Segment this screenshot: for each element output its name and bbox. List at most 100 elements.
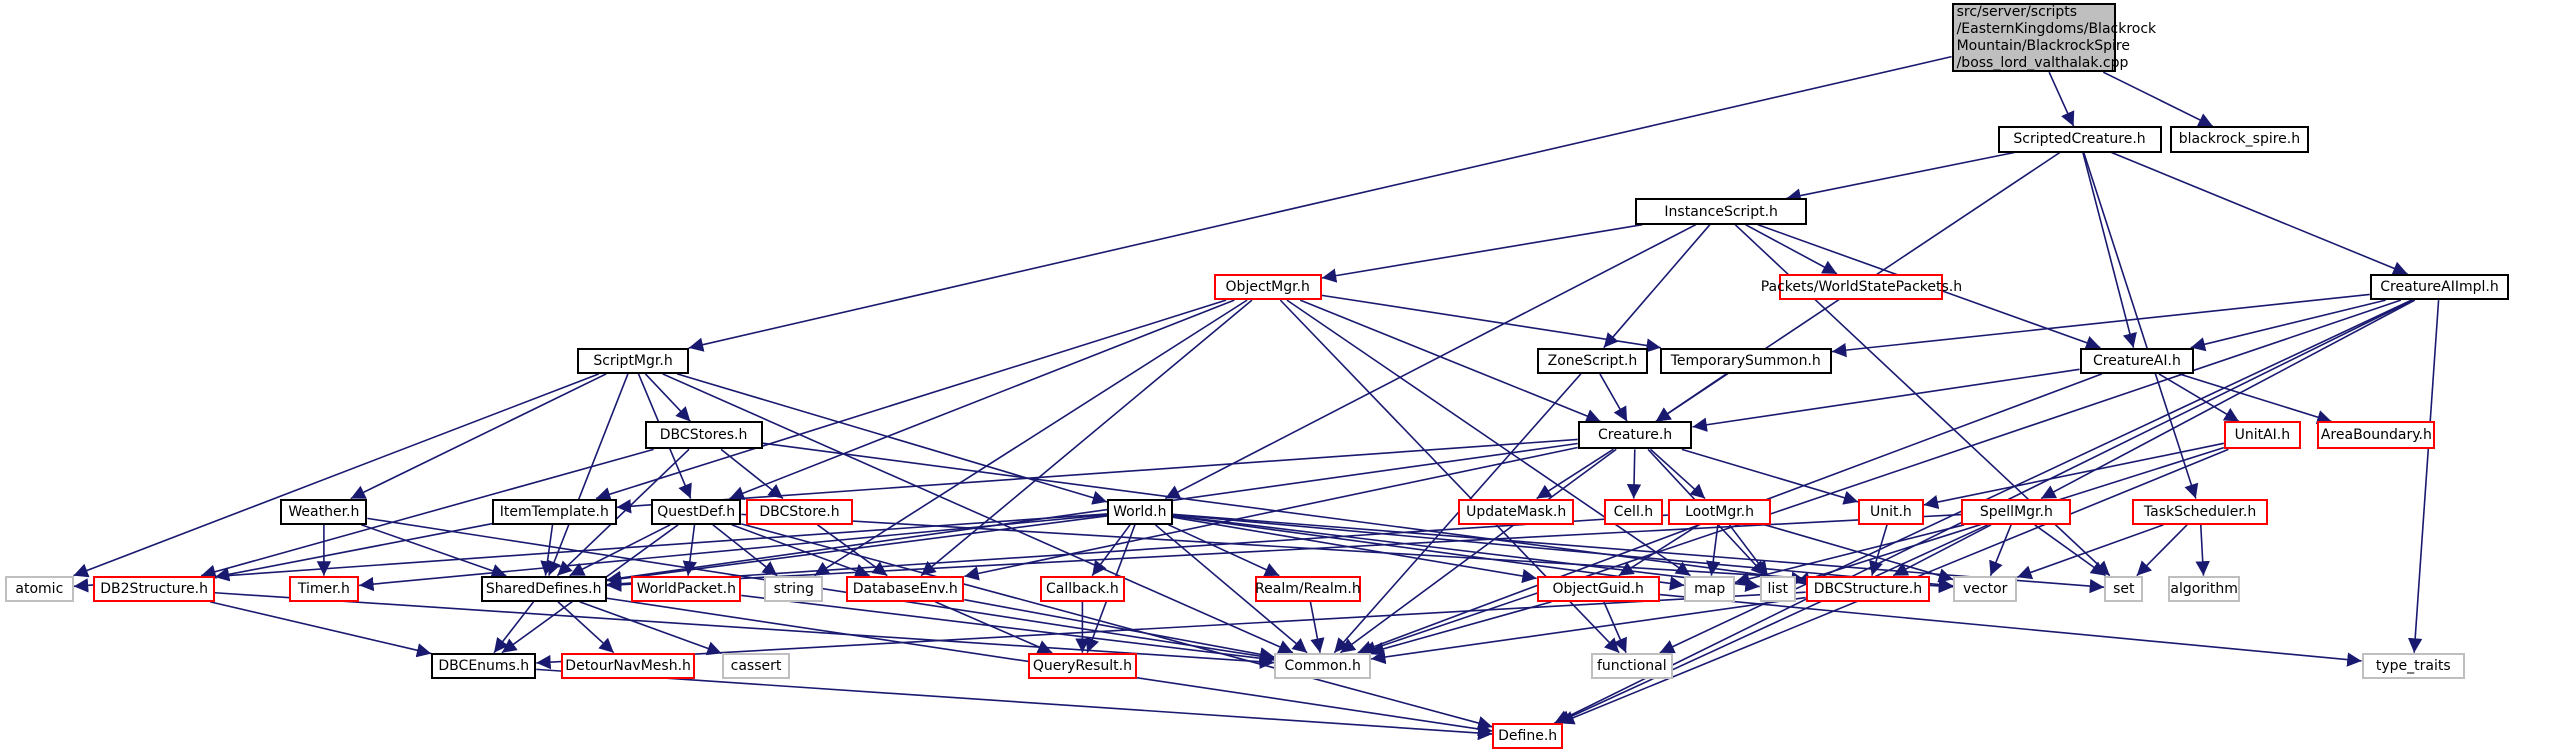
edge-creatureaiimpl-to-creatureai [2190, 299, 2386, 352]
edge-world-to-atomic [73, 513, 1108, 593]
edge-objectguid-to-common [1369, 601, 1552, 656]
edge-objectmgr-to-temporarysummon [1321, 294, 1661, 353]
edge-dbcstructure-to-dbcenums [536, 591, 1806, 670]
edge-world-to-map [1172, 515, 1685, 591]
node-atomic[interactable]: atomic [4, 575, 74, 602]
edge-unit-to-dbcstructure [1869, 524, 1888, 576]
edge-shareddefines-to-cassert [579, 601, 722, 656]
edge-objectguid-to-functional [1603, 601, 1627, 654]
node-string[interactable]: string [764, 575, 824, 602]
edge-creature-to-shareddefines [606, 442, 1578, 586]
edge-scriptmgr-to-common [662, 373, 1294, 654]
edge-world-to-shareddefines [606, 515, 1108, 586]
node-creatureai[interactable]: CreatureAI.h [2079, 347, 2195, 374]
node-taskscheduler[interactable]: TaskScheduler.h [2132, 498, 2269, 525]
node-blackrock-spire[interactable]: blackrock_spire.h [2169, 126, 2310, 153]
node-functional[interactable]: functional [1590, 652, 1673, 679]
node-list[interactable]: list [1759, 575, 1796, 602]
edge-spellmgr-to-set [2034, 524, 2106, 577]
node-instancescript[interactable]: InstanceScript.h [1635, 198, 1808, 225]
node-cell[interactable]: Cell.h [1603, 498, 1663, 525]
node-map[interactable]: map [1684, 575, 1736, 602]
node-realm[interactable]: Realm/Realm.h [1254, 575, 1362, 602]
edge-spellmgr-to-map [1734, 524, 1965, 586]
node-itemtemplate[interactable]: ItemTemplate.h [492, 498, 617, 525]
node-questdef[interactable]: QuestDef.h [651, 498, 742, 525]
edge-dbcstores-to-dbcstructure [762, 442, 1806, 586]
edge-shareddefines-to-dbcenums [493, 601, 535, 654]
edge-world-to-callback [1091, 524, 1131, 577]
node-dbcenums[interactable]: DBCEnums.h [431, 652, 537, 679]
node-scriptmgr[interactable]: ScriptMgr.h [577, 347, 689, 374]
edge-itemtemplate-to-db2structure [214, 522, 493, 582]
edge-questdef-to-string [712, 524, 778, 577]
edge-world-to-vector [1172, 513, 1954, 592]
node-detournavmesh[interactable]: DetourNavMesh.h [560, 652, 696, 679]
edge-creature-to-updatemask [1536, 448, 1614, 500]
edge-spellmgr-to-vector [1989, 524, 2012, 576]
node-temporarysummon[interactable]: TemporarySummon.h [1659, 347, 1832, 374]
node-creature[interactable]: Creature.h [1577, 421, 1693, 450]
node-queryresult[interactable]: QueryResult.h [1028, 652, 1137, 679]
edge-creatureaiimpl-to-spellmgr [2040, 299, 2416, 500]
node-databaseenv[interactable]: DatabaseEnv.h [846, 575, 965, 602]
edge-root-to-scriptedcreature [2048, 71, 2075, 127]
node-define[interactable]: Define.h [1492, 723, 1563, 750]
node-objectguid[interactable]: ObjectGuid.h [1536, 575, 1660, 602]
edge-scriptedcreature-to-taskscheduler [2083, 152, 2199, 499]
node-scriptedcreature[interactable]: ScriptedCreature.h [1997, 126, 2162, 153]
edge-spellmgr-to-dbcstructure [1892, 524, 1992, 577]
edge-scriptedcreature-to-creatureaiimpl [2111, 151, 2408, 276]
node-worldpacket[interactable]: WorldPacket.h [631, 575, 742, 602]
node-objectmgr[interactable]: ObjectMgr.h [1213, 273, 1322, 301]
node-packets[interactable]: Packets/WorldStatePackets.h [1761, 273, 1962, 301]
edge-temporarysummon-to-creature [1655, 373, 1727, 423]
edge-creatureaiimpl-to-temporarysummon [1831, 293, 2370, 358]
root-line: src/server/scripts [1956, 3, 2078, 20]
node-timer[interactable]: Timer.h [288, 575, 360, 602]
node-zonescript[interactable]: ZoneScript.h [1536, 347, 1649, 374]
node-set[interactable]: set [2104, 575, 2144, 602]
node-world[interactable]: World.h [1107, 498, 1173, 525]
node-dbcstructure[interactable]: DBCStructure.h [1805, 575, 1931, 602]
edge-lootmgr-to-objectguid [1618, 524, 1700, 577]
edge-creature-to-common [1339, 448, 1617, 654]
node-db2structure[interactable]: DB2Structure.h [93, 575, 215, 602]
node-spellmgr[interactable]: SpellMgr.h [1961, 498, 2072, 525]
node-unit[interactable]: Unit.h [1858, 498, 1924, 525]
node-areaboundary[interactable]: AreaBoundary.h [2317, 421, 2436, 450]
edge-dbcstores-to-dbcstore [720, 448, 784, 500]
edge-spellmgr-to-shareddefines [606, 513, 1962, 592]
edge-creatureaiimpl-to-common [1361, 299, 2402, 655]
edge-dbcstores-to-db2structure [200, 448, 654, 579]
edge-questdef-to-worldpacket [682, 524, 697, 576]
edge-objectmgr-to-map [1286, 299, 1691, 577]
node-dbcstore[interactable]: DBCStore.h [746, 498, 853, 525]
node-algorithm[interactable]: algorithm [2168, 575, 2241, 602]
edge-unitai-to-unit [1923, 442, 2225, 510]
root-line: /boss_lord_valthalak.cpp [1956, 54, 2129, 71]
edge-scriptmgr-to-dbcstores [644, 373, 691, 423]
edge-root-to-blackrock_spire [2102, 71, 2214, 127]
edge-objectmgr-to-questdef [729, 299, 1235, 500]
node-lootmgr[interactable]: LootMgr.h [1667, 498, 1772, 525]
node-unitai[interactable]: UnitAI.h [2223, 421, 2301, 450]
node-weather[interactable]: Weather.h [280, 498, 368, 525]
node-shareddefines[interactable]: SharedDefines.h [480, 575, 607, 602]
node-type-traits[interactable]: type_traits [2361, 652, 2465, 679]
node-updatemask[interactable]: UpdateMask.h [1457, 498, 1575, 525]
edge-world-to-realm [1168, 524, 1280, 577]
node-creatureaiimpl[interactable]: CreatureAIImpl.h [2369, 273, 2510, 301]
edge-zonescript-to-creature [1599, 373, 1628, 422]
node-common[interactable]: Common.h [1274, 652, 1372, 679]
node-cassert[interactable]: cassert [721, 652, 791, 679]
edge-zonescript-to-common [1333, 373, 1582, 654]
node-vector[interactable]: vector [1953, 575, 2018, 602]
node-dbcstores[interactable]: DBCStores.h [644, 421, 763, 450]
node-callback[interactable]: Callback.h [1039, 575, 1126, 602]
edge-creature-to-unit [1681, 448, 1859, 505]
edge-scriptmgr-to-shareddefines [547, 373, 629, 576]
edge-questdef-to-vector [741, 513, 1954, 594]
edge-world-to-common [1154, 524, 1308, 654]
